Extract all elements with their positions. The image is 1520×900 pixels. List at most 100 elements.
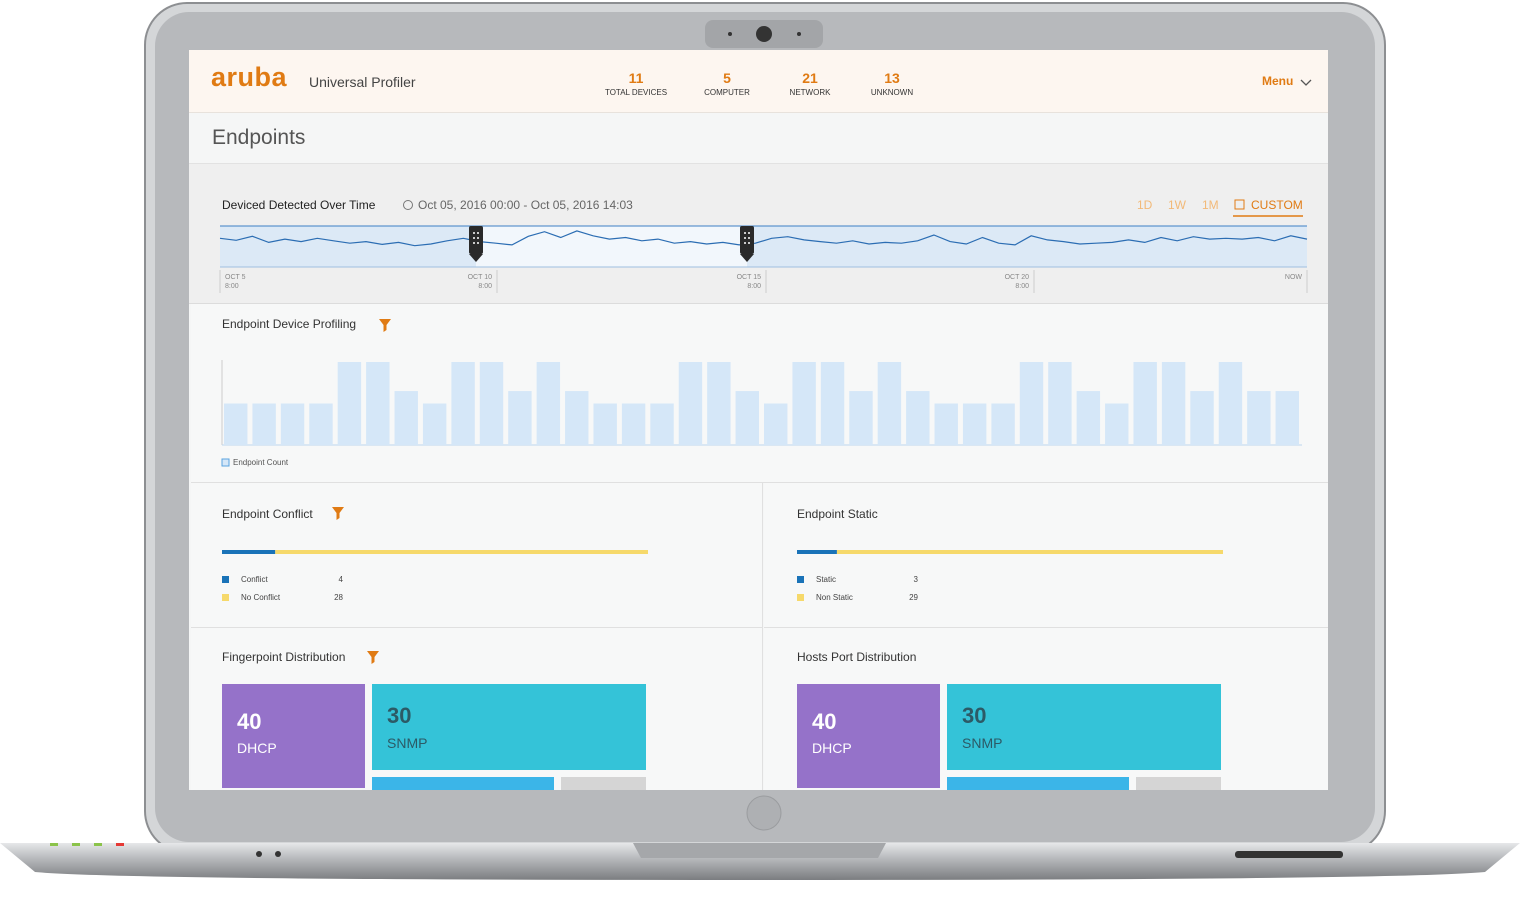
- profiling-bar: [764, 403, 788, 445]
- timeline-range: Oct 05, 2016 00:00 - Oct 05, 2016 14:03: [418, 198, 633, 212]
- treemap-cell-partial: [1136, 777, 1221, 790]
- selected-range: [476, 226, 747, 267]
- fingerprint-title: Fingerpoint Distribution: [222, 650, 346, 664]
- profiling-bar: [1190, 391, 1214, 445]
- profiling-bar: [707, 362, 731, 445]
- conflict-panel: [191, 483, 763, 628]
- profiling-bar: [849, 391, 873, 445]
- profiling-bar: [565, 391, 589, 445]
- time-tick-date: OCT 5: [225, 274, 246, 281]
- time-tick-time: 8:00: [747, 283, 761, 290]
- port: [275, 851, 281, 857]
- time-tick-date: NOW: [1284, 274, 1302, 281]
- filter-icon[interactable]: [379, 319, 391, 332]
- handle-grip: [748, 237, 750, 239]
- legend-label: Conflict: [241, 575, 268, 584]
- profiling-bar: [1048, 362, 1072, 445]
- sensor: [728, 32, 732, 36]
- legend-label: Non Static: [816, 593, 853, 602]
- range-handle[interactable]: [469, 226, 483, 254]
- profiling-bar: [280, 403, 305, 445]
- clock-icon: [403, 200, 413, 210]
- static-title: Endpoint Static: [797, 507, 878, 521]
- stat-label: NETWORK: [789, 88, 831, 97]
- handle-grip: [473, 232, 475, 234]
- profiling-bar: [1076, 391, 1101, 445]
- time-tick-date: OCT 15: [736, 274, 761, 281]
- led: [116, 843, 124, 846]
- profiling-bar: [934, 403, 958, 445]
- time-tick-date: OCT 20: [1004, 274, 1029, 281]
- handle-grip: [748, 242, 750, 244]
- legend-label: Endpoint Count: [233, 458, 289, 467]
- screen-graphics: [219, 79, 1312, 790]
- profiling-bar: [508, 391, 532, 445]
- treemap-cell: [947, 684, 1221, 770]
- profiling-bar: [593, 403, 617, 445]
- cell-label: SNMP: [387, 735, 428, 751]
- handle-grip: [477, 242, 479, 244]
- profiling-bar: [1247, 391, 1271, 445]
- handle-tip: [469, 254, 483, 262]
- cell-label: DHCP: [237, 740, 277, 756]
- profiling-bar: [422, 403, 447, 445]
- home-button: [746, 795, 782, 831]
- profiling-bar: [1019, 362, 1044, 445]
- hosts-title: Hosts Port Distribution: [797, 650, 917, 664]
- handle-grip: [473, 237, 475, 239]
- led: [94, 843, 102, 846]
- stat-label: TOTAL DEVICES: [604, 88, 668, 97]
- page-title: Endpoints: [212, 126, 306, 149]
- time-tick-time: 8:00: [225, 283, 239, 290]
- profiling-bar: [252, 403, 276, 445]
- profiling-bar: [1218, 362, 1243, 445]
- filter-icon[interactable]: [367, 651, 379, 664]
- cell-value: 40: [237, 709, 262, 734]
- period-tab[interactable]: 1M: [1202, 198, 1219, 212]
- profiling-bar: [877, 362, 902, 445]
- legend-label: Static: [816, 575, 837, 584]
- handle-grip: [744, 242, 746, 244]
- profiling-bar: [820, 362, 845, 445]
- period-tab[interactable]: CUSTOM: [1251, 198, 1303, 212]
- static-segment: [836, 550, 1223, 554]
- led: [72, 843, 80, 846]
- profiling-bar: [479, 362, 504, 445]
- profiling-bar: [224, 403, 248, 445]
- product-name: Universal Profiler: [309, 74, 416, 90]
- cell-value: 30: [387, 703, 412, 728]
- profiling-bar: [1275, 391, 1299, 445]
- camera: [756, 26, 772, 42]
- calendar-icon: [1234, 199, 1245, 210]
- profiling-bar: [621, 403, 646, 445]
- profiling-bar: [735, 391, 759, 445]
- stat-value: 21: [802, 70, 818, 86]
- handle-grip: [744, 232, 746, 234]
- handle-grip: [748, 232, 750, 234]
- profiling-bar: [906, 391, 930, 445]
- sensor: [797, 32, 801, 36]
- legend-swatch: [221, 458, 230, 467]
- profiling-bar: [1161, 362, 1186, 445]
- cell-value: 40: [812, 709, 837, 734]
- treemap-cell: [222, 684, 365, 788]
- period-tab[interactable]: 1W: [1168, 198, 1186, 212]
- time-tick-date: OCT 10: [467, 274, 492, 281]
- filter-icon[interactable]: [332, 507, 344, 520]
- profiling-bar: [1105, 403, 1129, 445]
- stat-label: COMPUTER: [704, 88, 750, 97]
- profiling-bar: [451, 362, 475, 445]
- period-tab[interactable]: 1D: [1137, 198, 1153, 212]
- profiling-bar: [366, 362, 390, 445]
- profiling-bar: [650, 403, 674, 445]
- port: [256, 851, 262, 857]
- menu-chevron: [1300, 79, 1312, 86]
- cell-label: SNMP: [962, 735, 1003, 751]
- legend-swatch: [797, 594, 804, 601]
- legend-value: 4: [338, 575, 343, 584]
- screen: aruba Universal Profiler Menu 11 TOTAL DEVIC…: [189, 50, 1328, 790]
- range-handle[interactable]: [740, 226, 754, 254]
- menu[interactable]: Menu: [1262, 74, 1294, 88]
- legend-swatch: [797, 576, 804, 583]
- cell-value: 30: [962, 703, 987, 728]
